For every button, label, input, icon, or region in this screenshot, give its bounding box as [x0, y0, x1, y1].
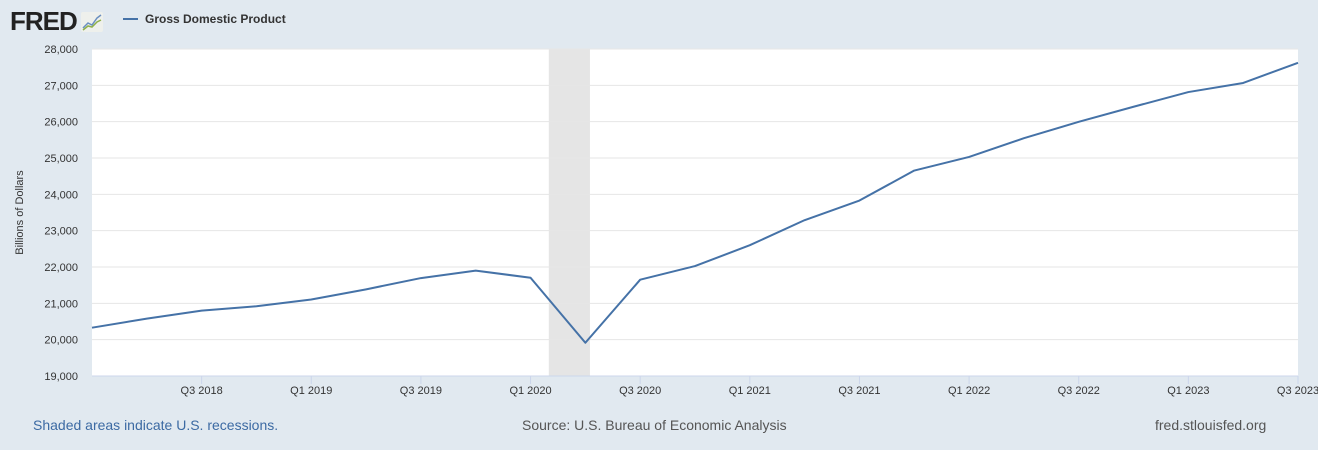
y-tick-label: 25,000: [44, 153, 78, 165]
y-tick-label: 24,000: [44, 189, 78, 201]
fred-logo[interactable]: FRED: [10, 6, 103, 37]
y-tick-label: 22,000: [44, 262, 78, 274]
x-tick-label: Q1 2020: [509, 385, 551, 397]
y-tick-label: 23,000: [44, 226, 78, 238]
x-tick-label: Q3 2021: [838, 385, 880, 397]
y-tick-label: 27,000: [44, 80, 78, 92]
site-url[interactable]: fred.stlouisfed.org: [1155, 417, 1267, 433]
x-tick-label: Q1 2023: [1167, 385, 1209, 397]
source-text: Source: U.S. Bureau of Economic Analysis: [522, 417, 787, 433]
y-tick-label: 28,000: [44, 44, 78, 56]
x-tick-label: Q3 2022: [1058, 385, 1100, 397]
x-tick-label: Q3 2023: [1277, 385, 1318, 397]
legend-swatch: [123, 18, 138, 20]
x-tick-label: Q3 2020: [619, 385, 661, 397]
recession-shade: [548, 49, 590, 376]
y-tick-label: 19,000: [44, 371, 78, 383]
chart-trend-icon: [80, 11, 103, 32]
y-tick-label: 21,000: [44, 298, 78, 310]
gdp-line-chart: 19,000 20,000 21,000 22,000 23,000 24,000 25,0…: [14, 44, 1318, 397]
x-tick-label: Q1 2021: [729, 385, 771, 397]
x-tick-label: Q3 2018: [181, 385, 223, 397]
x-tick-label: Q1 2022: [948, 385, 990, 397]
y-tick-label: 20,000: [44, 335, 78, 347]
legend: Gross Domestic Product: [123, 12, 286, 26]
y-axis-label: Billions of Dollars: [14, 170, 26, 255]
x-tick-label: Q1 2019: [290, 385, 332, 397]
x-tick-label: Q3 2019: [400, 385, 442, 397]
y-tick-label: 26,000: [44, 117, 78, 129]
legend-label: Gross Domestic Product: [145, 12, 286, 26]
plot-area: [92, 49, 1298, 376]
logo-text: FRED: [10, 6, 78, 36]
recession-note-link[interactable]: Shaded areas indicate U.S. recessions.: [33, 417, 279, 433]
